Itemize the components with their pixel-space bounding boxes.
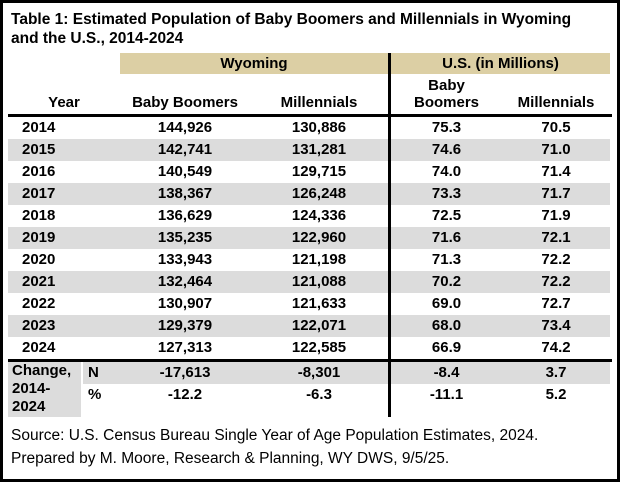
wy-millennials-cell: 124,336: [291, 207, 347, 225]
change-section: Change, 2014-2024 N -17,613 -8,301 -8.4 …: [8, 359, 612, 418]
column-header-year: Year: [48, 94, 80, 112]
table-row: 2015 142,741 131,281 74.6 71.0: [8, 139, 612, 162]
year-cell: 2016: [22, 163, 56, 181]
wy-millennials-cell: 130,886: [291, 119, 347, 137]
year-cell: 2020: [22, 251, 56, 269]
change-n-us-boomers: -8.4: [388, 362, 502, 385]
wy-boomers-cell: 127,313: [157, 339, 213, 357]
change-pct-label: %: [88, 386, 102, 404]
us-millennials-cell: 73.4: [502, 315, 610, 338]
us-boomers-cell: 66.9: [388, 337, 502, 360]
change-n-label: N: [83, 362, 120, 385]
wy-boomers-cell: 135,235: [120, 227, 250, 250]
column-header-us-millennials: Millennials: [517, 94, 595, 112]
us-millennials-cell: 71.9: [541, 207, 571, 225]
year-cell: 2023: [8, 315, 120, 338]
us-boomers-cell: 75.3: [388, 117, 502, 140]
source-line-2: Prepared by M. Moore, Research & Plannin…: [11, 450, 450, 468]
year-cell: 2022: [22, 295, 56, 313]
column-header-wy-baby-boomers: Baby Boomers: [132, 94, 238, 112]
wy-millennials-cell: 121,088: [250, 271, 388, 294]
change-n-us-millennials: 3.7: [502, 362, 610, 385]
table-row: 2021 132,464 121,088 70.2 72.2: [8, 271, 612, 294]
table-row: 2018 136,629 124,336 72.5 71.9: [8, 205, 612, 228]
change-pct-wy-boomers: -12.2: [167, 386, 203, 404]
year-cell: 2021: [8, 271, 120, 294]
table-row: 2023 129,379 122,071 68.0 73.4: [8, 315, 612, 338]
column-header-us-baby-boomers-label: Baby Boomers: [413, 77, 480, 112]
change-label: Change, 2014-2024: [8, 362, 83, 418]
us-millennials-cell: 72.2: [541, 251, 571, 269]
us-millennials-cell: 72.7: [541, 295, 571, 313]
table-row: 2014 144,926 130,886 75.3 70.5: [8, 117, 612, 140]
wy-boomers-cell: 142,741: [120, 139, 250, 162]
wy-millennials-cell: 121,633: [291, 295, 347, 313]
source-line-1: Source: U.S. Census Bureau Single Year o…: [11, 427, 539, 445]
year-cell: 2019: [8, 227, 120, 250]
table-row: 2024 127,313 122,585 66.9 74.2: [8, 337, 612, 360]
wy-millennials-cell: 122,960: [250, 227, 388, 250]
wy-boomers-cell: 132,464: [120, 271, 250, 294]
wy-boomers-cell: 129,379: [120, 315, 250, 338]
group-header-us: U.S. (in Millions): [388, 53, 610, 75]
table-title: Table 1: Estimated Population of Baby Bo…: [11, 11, 572, 47]
wy-boomers-cell: 130,907: [157, 295, 213, 313]
table-row: 2017 138,367 126,248 73.3 71.7: [8, 183, 612, 206]
group-header-spacer: [8, 53, 120, 74]
table-row: 2022 130,907 121,633 69.0 72.7: [8, 293, 612, 316]
wy-boomers-cell: 133,943: [157, 251, 213, 269]
us-millennials-cell: 71.0: [502, 139, 610, 162]
wy-millennials-cell: 121,198: [291, 251, 347, 269]
change-n-wy-millennials: -8,301: [250, 362, 388, 385]
us-boomers-cell: 70.2: [388, 271, 502, 294]
us-boomers-cell: 72.5: [388, 205, 502, 228]
us-boomers-cell: 68.0: [388, 315, 502, 338]
change-pct-us-millennials: 5.2: [545, 386, 567, 404]
us-millennials-cell: 74.2: [541, 339, 571, 357]
wy-boomers-cell: 140,549: [157, 163, 213, 181]
us-millennials-cell: 70.5: [541, 119, 571, 137]
table-row: 2016 140,549 129,715 74.0 71.4: [8, 161, 612, 184]
wy-millennials-cell: 122,071: [250, 315, 388, 338]
year-cell: 2024: [22, 339, 56, 357]
year-cell: 2017: [8, 183, 120, 206]
wy-millennials-cell: 126,248: [250, 183, 388, 206]
wy-millennials-cell: 122,585: [291, 339, 347, 357]
us-boomers-cell: 69.0: [388, 293, 502, 316]
source-note: Source: U.S. Census Bureau Single Year o…: [11, 424, 612, 471]
us-boomers-cell: 74.6: [388, 139, 502, 162]
change-n-wy-boomers: -17,613: [120, 362, 250, 385]
us-boomers-cell: 73.3: [388, 183, 502, 206]
us-millennials-cell: 72.1: [502, 227, 610, 250]
year-cell: 2015: [8, 139, 120, 162]
column-header-row: Year Baby Boomers Millennials Baby Boome…: [8, 74, 612, 118]
wy-boomers-cell: 136,629: [157, 207, 213, 225]
wy-boomers-cell: 144,926: [157, 119, 213, 137]
year-cell: 2018: [22, 207, 56, 225]
us-boomers-cell: 71.3: [388, 249, 502, 272]
wy-millennials-cell: 131,281: [250, 139, 388, 162]
change-pct-wy-millennials: -6.3: [306, 386, 332, 404]
wy-millennials-cell: 129,715: [291, 163, 347, 181]
year-cell: 2014: [22, 119, 56, 137]
us-millennials-cell: 71.7: [502, 183, 610, 206]
us-millennials-cell: 71.4: [541, 163, 571, 181]
change-pct-us-boomers: -11.1: [388, 384, 502, 418]
us-boomers-cell: 71.6: [388, 227, 502, 250]
group-header-wyoming: Wyoming: [120, 53, 388, 75]
table-row: 2019 135,235 122,960 71.6 72.1: [8, 227, 612, 250]
population-table: Wyoming U.S. (in Millions) Year Baby Boo…: [8, 53, 612, 418]
us-boomers-cell: 74.0: [388, 161, 502, 184]
column-header-wy-millennials: Millennials: [280, 94, 358, 112]
us-millennials-cell: 72.2: [502, 271, 610, 294]
column-header-us-baby-boomers: Baby Boomers: [388, 74, 502, 115]
wy-boomers-cell: 138,367: [120, 183, 250, 206]
table-row: 2020 133,943 121,198 71.3 72.2: [8, 249, 612, 272]
group-header-row: Wyoming U.S. (in Millions): [8, 53, 612, 75]
